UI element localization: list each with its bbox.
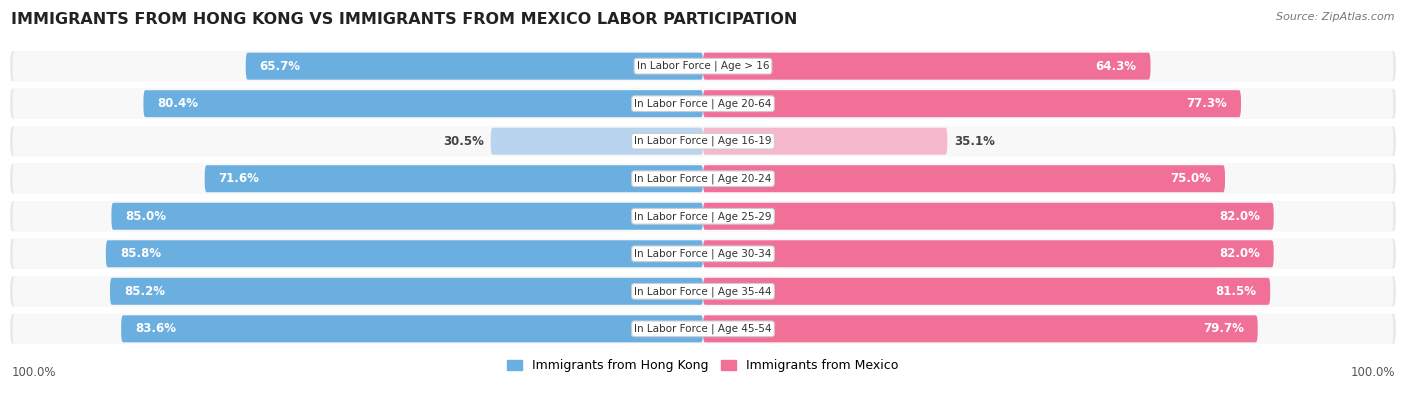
FancyBboxPatch shape — [8, 50, 1398, 82]
Text: 85.8%: 85.8% — [120, 247, 160, 260]
Text: In Labor Force | Age 45-54: In Labor Force | Age 45-54 — [634, 324, 772, 334]
Text: 85.2%: 85.2% — [124, 285, 165, 298]
Text: 100.0%: 100.0% — [1350, 366, 1395, 379]
FancyBboxPatch shape — [13, 126, 1393, 156]
FancyBboxPatch shape — [13, 164, 1393, 194]
FancyBboxPatch shape — [8, 275, 1398, 307]
FancyBboxPatch shape — [205, 165, 703, 192]
Text: In Labor Force | Age 20-64: In Labor Force | Age 20-64 — [634, 98, 772, 109]
FancyBboxPatch shape — [8, 200, 1398, 232]
FancyBboxPatch shape — [703, 53, 1150, 80]
FancyBboxPatch shape — [13, 88, 1393, 119]
FancyBboxPatch shape — [703, 203, 1274, 230]
Text: In Labor Force | Age 25-29: In Labor Force | Age 25-29 — [634, 211, 772, 222]
Text: IMMIGRANTS FROM HONG KONG VS IMMIGRANTS FROM MEXICO LABOR PARTICIPATION: IMMIGRANTS FROM HONG KONG VS IMMIGRANTS … — [11, 12, 797, 27]
FancyBboxPatch shape — [13, 239, 1393, 269]
Text: 81.5%: 81.5% — [1215, 285, 1257, 298]
Text: 77.3%: 77.3% — [1187, 97, 1227, 110]
FancyBboxPatch shape — [121, 315, 703, 342]
FancyBboxPatch shape — [8, 125, 1398, 157]
FancyBboxPatch shape — [8, 163, 1398, 195]
FancyBboxPatch shape — [246, 53, 703, 80]
Text: 80.4%: 80.4% — [157, 97, 198, 110]
FancyBboxPatch shape — [703, 165, 1225, 192]
FancyBboxPatch shape — [13, 51, 1393, 81]
FancyBboxPatch shape — [111, 203, 703, 230]
Text: 64.3%: 64.3% — [1095, 60, 1136, 73]
Text: 30.5%: 30.5% — [443, 135, 484, 148]
FancyBboxPatch shape — [110, 278, 703, 305]
Text: Source: ZipAtlas.com: Source: ZipAtlas.com — [1277, 12, 1395, 22]
Text: 65.7%: 65.7% — [260, 60, 301, 73]
Text: In Labor Force | Age 16-19: In Labor Force | Age 16-19 — [634, 136, 772, 147]
Text: 85.0%: 85.0% — [125, 210, 166, 223]
Text: 83.6%: 83.6% — [135, 322, 176, 335]
FancyBboxPatch shape — [13, 276, 1393, 307]
Text: 71.6%: 71.6% — [218, 172, 260, 185]
Text: 82.0%: 82.0% — [1219, 247, 1260, 260]
FancyBboxPatch shape — [13, 314, 1393, 344]
FancyBboxPatch shape — [703, 90, 1241, 117]
Text: 75.0%: 75.0% — [1170, 172, 1211, 185]
FancyBboxPatch shape — [8, 238, 1398, 270]
FancyBboxPatch shape — [703, 240, 1274, 267]
Text: In Labor Force | Age > 16: In Labor Force | Age > 16 — [637, 61, 769, 71]
Text: In Labor Force | Age 30-34: In Labor Force | Age 30-34 — [634, 248, 772, 259]
FancyBboxPatch shape — [491, 128, 703, 155]
Text: 79.7%: 79.7% — [1204, 322, 1244, 335]
Text: 100.0%: 100.0% — [11, 366, 56, 379]
FancyBboxPatch shape — [8, 88, 1398, 120]
FancyBboxPatch shape — [8, 313, 1398, 345]
Text: In Labor Force | Age 35-44: In Labor Force | Age 35-44 — [634, 286, 772, 297]
FancyBboxPatch shape — [703, 128, 948, 155]
Text: 82.0%: 82.0% — [1219, 210, 1260, 223]
Legend: Immigrants from Hong Kong, Immigrants from Mexico: Immigrants from Hong Kong, Immigrants fr… — [502, 354, 904, 377]
Text: In Labor Force | Age 20-24: In Labor Force | Age 20-24 — [634, 173, 772, 184]
FancyBboxPatch shape — [105, 240, 703, 267]
FancyBboxPatch shape — [703, 278, 1270, 305]
Text: 35.1%: 35.1% — [955, 135, 995, 148]
FancyBboxPatch shape — [703, 315, 1258, 342]
FancyBboxPatch shape — [143, 90, 703, 117]
FancyBboxPatch shape — [13, 201, 1393, 231]
